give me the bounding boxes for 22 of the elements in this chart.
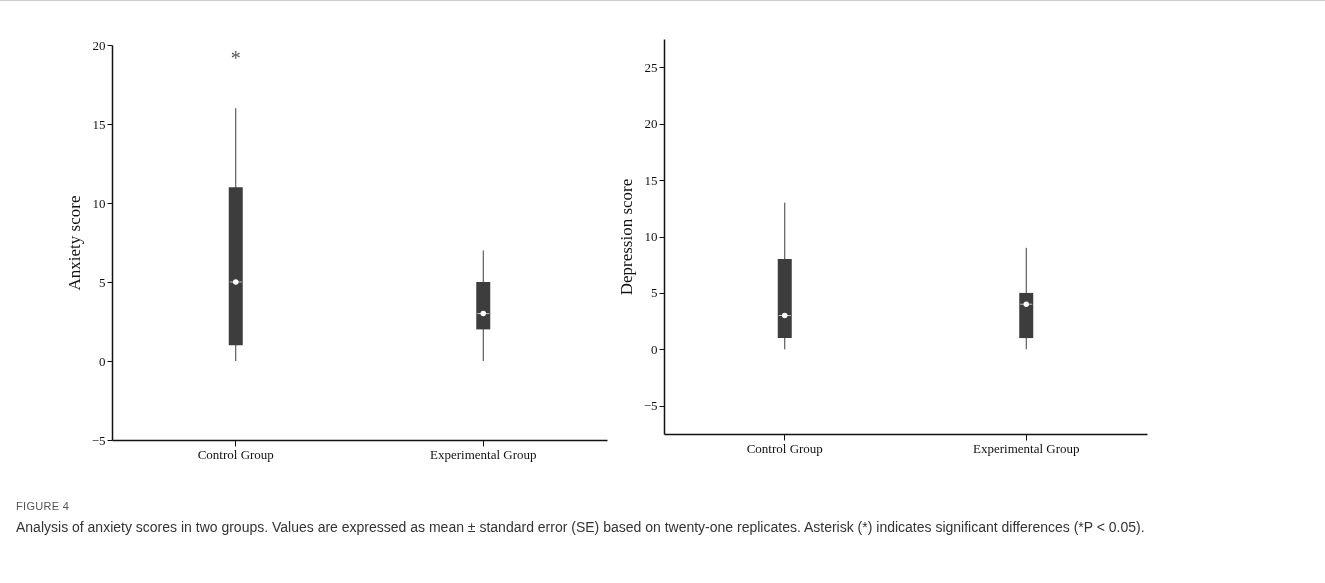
y-tick-label: 10 (92, 195, 106, 211)
y-tick-label: 20 (92, 37, 106, 53)
x-tick-label: Control Group (746, 440, 823, 456)
y-axis-title: Anxiety score (64, 195, 84, 291)
y-tick-label: 5 (99, 274, 106, 290)
text: Analysis of anxiety scores in two groups. Values are expressed as mean ± standard error (SE) based on twenty-one replicates. Asterisk (*) indicates significant differences (*P < 0.05). (16, 518, 1146, 537)
y-tick-label: −5 (91, 432, 106, 448)
y-tick-label: 20 (644, 116, 658, 132)
y-axis-title: Depression score (616, 178, 636, 296)
x-tick-label: Control Group (197, 446, 274, 462)
annotation: * (230, 47, 241, 69)
y-tick-label: 15 (92, 116, 106, 132)
y-tick-label: 10 (644, 229, 658, 244)
x-tick-label: Experimental Group (973, 440, 1080, 456)
y-tick-label: 0 (99, 353, 106, 369)
y-tick-label: 5 (651, 285, 658, 301)
y-tick-label: −5 (643, 398, 658, 414)
y-tick-label: 15 (644, 172, 658, 188)
caption: FIGURE 4 (16, 499, 71, 514)
x-tick-label: Experimental Group (430, 446, 537, 462)
y-tick-label: 25 (644, 59, 658, 75)
y-tick-label: 0 (651, 341, 658, 357)
